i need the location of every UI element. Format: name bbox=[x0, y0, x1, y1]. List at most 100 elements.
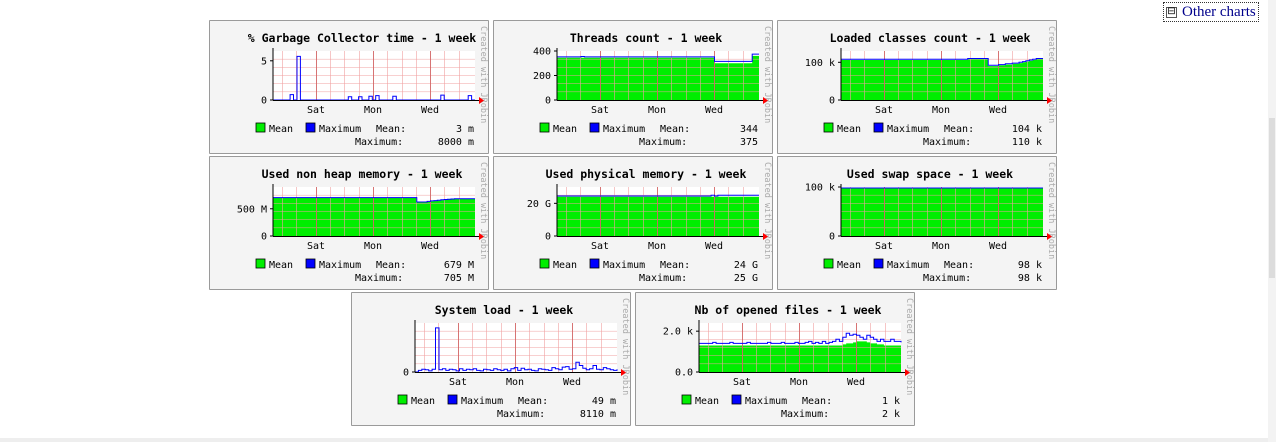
x-tick-label: Mon bbox=[790, 377, 808, 388]
legend-mean-swatch bbox=[539, 122, 550, 133]
legend-mean-swatch bbox=[397, 394, 408, 405]
x-tick-label: Mon bbox=[648, 105, 666, 116]
chart-svg: Loaded classes count - 1 week Created wit… bbox=[777, 20, 1057, 154]
mean-stat-value: 49 m bbox=[592, 396, 616, 407]
mean-stat-label: Mean: bbox=[944, 260, 974, 271]
chart-physical-memory[interactable]: Used physical memory - 1 week Created wit… bbox=[493, 156, 773, 290]
y-tick-label: 0 bbox=[829, 96, 835, 107]
watermark-text: Created with JRobin bbox=[762, 26, 772, 123]
mean-stat-value: 679 M bbox=[444, 260, 474, 271]
max-stat-value: 98 k bbox=[1018, 273, 1042, 284]
x-tick-label: Wed bbox=[705, 105, 723, 116]
y-tick-label: 20 G bbox=[527, 199, 551, 210]
collapse-toggle-icon[interactable]: ⊟ bbox=[1166, 5, 1177, 18]
series-mean-area bbox=[841, 59, 1043, 100]
y-tick-label: 200 bbox=[533, 71, 551, 82]
scrollbar-thumb[interactable] bbox=[1269, 118, 1275, 278]
scrollbar[interactable] bbox=[1268, 0, 1276, 442]
legend-max-swatch bbox=[873, 258, 884, 269]
max-stat-label: Maximum: bbox=[923, 273, 971, 284]
mean-stat-label: Mean: bbox=[518, 396, 548, 407]
x-tick-label: Sat bbox=[591, 105, 609, 116]
chart-svg: Used swap space - 1 week Created with JRo… bbox=[777, 156, 1057, 290]
x-axis-arrow bbox=[763, 97, 768, 104]
chart-non-heap-memory[interactable]: Used non heap memory - 1 week Created wit… bbox=[209, 156, 489, 290]
x-tick-label: Wed bbox=[989, 241, 1007, 252]
max-stat-label: Maximum: bbox=[355, 137, 403, 148]
chart-title: System load - 1 week bbox=[435, 303, 574, 317]
x-tick-label: Wed bbox=[989, 105, 1007, 116]
legend-mean-label: Mean bbox=[695, 396, 719, 407]
y-tick-label: 100 k bbox=[805, 58, 835, 69]
legend-max-swatch bbox=[447, 394, 458, 405]
series-mean-area bbox=[557, 55, 759, 100]
x-tick-label: Wed bbox=[847, 377, 865, 388]
watermark-text: Created with JRobin bbox=[762, 162, 772, 259]
other-charts-label[interactable]: Other charts bbox=[1182, 3, 1256, 20]
max-stat-label: Maximum: bbox=[497, 409, 545, 420]
y-tick-label: 0.0 bbox=[675, 368, 693, 379]
legend-max-label: Maximum bbox=[887, 260, 929, 271]
legend-mean-label: Mean bbox=[553, 124, 577, 135]
legend-mean-label: Mean bbox=[837, 124, 861, 135]
chart-system-load[interactable]: System load - 1 week Created with JRobin 0… bbox=[351, 292, 631, 426]
y-tick-label: 0 bbox=[261, 232, 267, 243]
max-stat-value: 8000 m bbox=[438, 137, 474, 148]
legend-mean-swatch bbox=[823, 122, 834, 133]
watermark-text: Created with JRobin bbox=[1046, 162, 1056, 259]
legend-mean-swatch bbox=[255, 258, 266, 269]
mean-stat-value: 98 k bbox=[1018, 260, 1042, 271]
y-tick-label: 5 bbox=[261, 56, 267, 67]
chart-title: Used swap space - 1 week bbox=[847, 167, 1013, 181]
chart-svg: System load - 1 week Created with JRobin 0… bbox=[351, 292, 631, 426]
other-charts-link[interactable]: ⊟ Other charts bbox=[1163, 2, 1259, 22]
chart-title: Nb of opened files - 1 week bbox=[695, 303, 882, 317]
watermark-text: Created with JRobin bbox=[620, 298, 630, 395]
chart-loaded-classes[interactable]: Loaded classes count - 1 week Created wit… bbox=[777, 20, 1057, 154]
mean-stat-label: Mean: bbox=[376, 124, 406, 135]
mean-stat-value: 24 G bbox=[734, 260, 758, 271]
legend-mean-label: Mean bbox=[411, 396, 435, 407]
legend-max-label: Maximum bbox=[745, 396, 787, 407]
watermark-text: Created with JRobin bbox=[478, 162, 488, 259]
legend-max-label: Maximum bbox=[319, 260, 361, 271]
legend-max-swatch bbox=[731, 394, 742, 405]
chart-threads-count[interactable]: Threads count - 1 week Created with JRobi… bbox=[493, 20, 773, 154]
mean-stat-label: Mean: bbox=[376, 260, 406, 271]
page-bottom-strip bbox=[0, 438, 1268, 442]
chart-svg: % Garbage Collector time - 1 week Created… bbox=[209, 20, 489, 154]
x-axis-arrow bbox=[479, 97, 484, 104]
legend-max-swatch bbox=[589, 258, 600, 269]
x-tick-label: Mon bbox=[506, 377, 524, 388]
legend-mean-swatch bbox=[823, 258, 834, 269]
y-tick-label: 400 bbox=[533, 47, 551, 58]
legend-max-label: Maximum bbox=[319, 124, 361, 135]
max-stat-label: Maximum: bbox=[923, 137, 971, 148]
x-tick-label: Sat bbox=[875, 105, 893, 116]
x-tick-label: Wed bbox=[421, 105, 439, 116]
series-max-line bbox=[557, 194, 759, 197]
legend-mean-label: Mean bbox=[553, 260, 577, 271]
x-axis-arrow bbox=[621, 369, 626, 376]
watermark-text: Created with JRobin bbox=[1046, 26, 1056, 123]
x-tick-label: Mon bbox=[648, 241, 666, 252]
series-max-line bbox=[273, 197, 475, 203]
series-mean-area bbox=[557, 196, 759, 236]
mean-stat-label: Mean: bbox=[660, 124, 690, 135]
y-tick-label: 2.0 k bbox=[663, 327, 693, 338]
x-tick-label: Mon bbox=[932, 241, 950, 252]
chart-swap-space[interactable]: Used swap space - 1 week Created with JRo… bbox=[777, 156, 1057, 290]
chart-title: % Garbage Collector time - 1 week bbox=[248, 31, 477, 45]
chart-svg: Used non heap memory - 1 week Created wit… bbox=[209, 156, 489, 290]
max-stat-value: 8110 m bbox=[580, 409, 616, 420]
mean-stat-value: 104 k bbox=[1012, 124, 1042, 135]
chart-opened-files[interactable]: Nb of opened files - 1 week Created with … bbox=[635, 292, 915, 426]
legend-max-swatch bbox=[589, 122, 600, 133]
chart-gc-time[interactable]: % Garbage Collector time - 1 week Created… bbox=[209, 20, 489, 154]
x-tick-label: Sat bbox=[449, 377, 467, 388]
x-tick-label: Sat bbox=[875, 241, 893, 252]
watermark-text: Created with JRobin bbox=[478, 26, 488, 123]
x-axis-arrow bbox=[479, 233, 484, 240]
legend-max-label: Maximum bbox=[887, 124, 929, 135]
max-stat-label: Maximum: bbox=[781, 409, 829, 420]
